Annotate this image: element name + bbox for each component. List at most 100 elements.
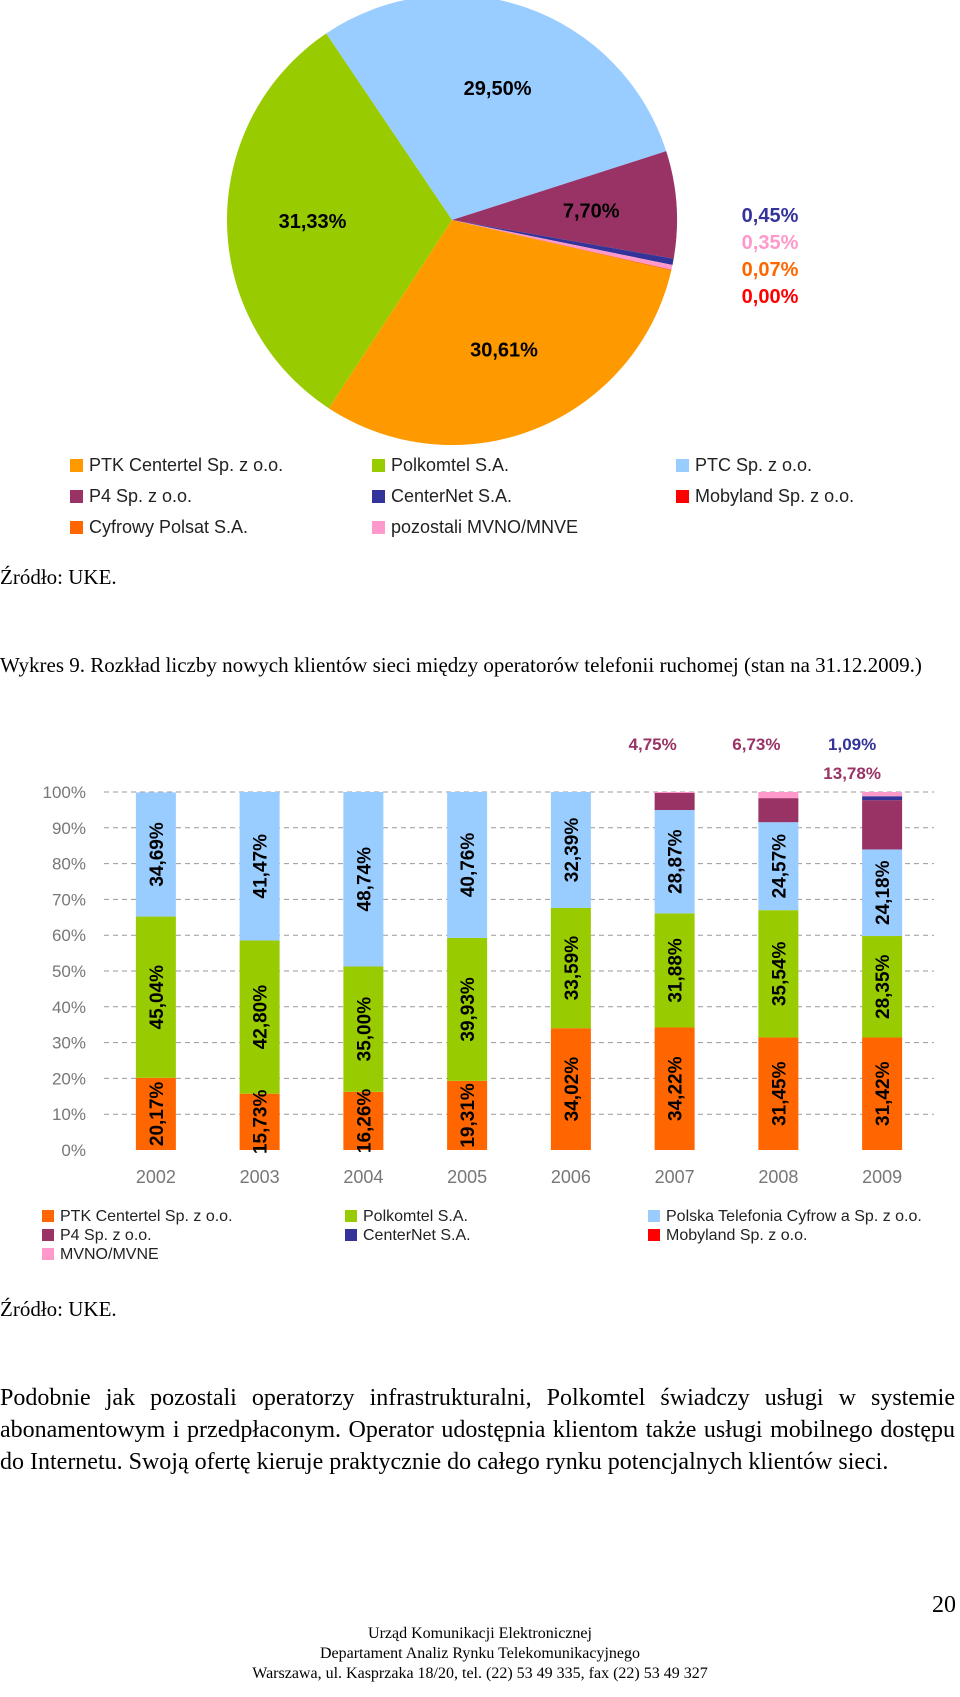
pie-slice-label: 30,61% <box>470 340 538 362</box>
y-tick-label: 70% <box>52 890 86 909</box>
bar-segment <box>550 907 591 1029</box>
legend-swatch <box>372 459 385 472</box>
bar-legend: PTK Centertel Sp. z o.o. Polkomtel S.A. … <box>0 1208 960 1268</box>
pie-legend-item: CenterNet S.A. <box>372 486 512 507</box>
pie-legend-item: pozostali MVNO/MNVE <box>372 517 578 538</box>
y-tick-label: 10% <box>52 1105 86 1124</box>
bar-value-label: 24,18% <box>873 860 894 925</box>
bar-segment <box>343 966 384 1092</box>
bar-value-label: 20,17% <box>147 1082 168 1147</box>
page-footer: Urząd Komunikacji Elektronicznej Departa… <box>0 1624 960 1684</box>
legend-swatch <box>648 1229 660 1241</box>
bar-value-label: 33,59% <box>562 936 583 1001</box>
bar-segment <box>447 792 488 938</box>
pie-slice <box>452 220 672 271</box>
footer-line: Warszawa, ul. Kasprzaka 18/20, tel. (22)… <box>252 1665 708 1682</box>
bar-value-label: 4,75% <box>629 735 677 754</box>
pie-slice-label: 0,45% <box>742 205 799 227</box>
bar-value-label: 19,31% <box>458 1083 479 1148</box>
legend-swatch <box>42 1248 54 1260</box>
legend-label: MVNO/MVNE <box>60 1246 159 1263</box>
y-tick-label: 60% <box>52 926 86 945</box>
legend-label: PTK Centertel Sp. z o.o. <box>60 1208 233 1225</box>
y-tick-label: 0% <box>61 1141 86 1160</box>
x-tick-label: 2006 <box>551 1167 591 1187</box>
legend-swatch <box>345 1210 357 1222</box>
bar-segment <box>239 940 280 1094</box>
y-tick-label: 100% <box>43 783 86 802</box>
legend-label: CenterNet S.A. <box>363 1227 471 1244</box>
bar-value-label: 39,93% <box>458 977 479 1042</box>
bar-segment <box>343 792 384 967</box>
pie-slice <box>452 151 678 259</box>
bar-value-label: 31,88% <box>666 938 687 1003</box>
bar-segment <box>447 937 488 1081</box>
bar-legend-item: MVNO/MVNE <box>42 1246 159 1264</box>
pie-slice <box>227 33 452 409</box>
bar-value-label: 28,87% <box>666 829 687 894</box>
pie-slice <box>328 220 672 445</box>
bar-value-label: 45,04% <box>147 965 168 1030</box>
bar-segment <box>135 1077 176 1150</box>
legend-swatch <box>372 521 385 534</box>
bar-legend-item: Mobyland Sp. z o.o. <box>648 1227 807 1245</box>
bar-segment <box>654 792 695 794</box>
legend-swatch <box>648 1210 660 1222</box>
bar-segment <box>862 800 903 850</box>
figure-caption: Wykres 9. Rozkład liczby nowych klientów… <box>0 653 922 677</box>
pie-legend: PTK Centertel Sp. z o.o. Polkomtel S.A. … <box>0 455 960 545</box>
y-tick-label: 90% <box>52 819 86 838</box>
legend-label: PTK Centertel Sp. z o.o. <box>89 455 284 475</box>
bar-segment <box>135 916 176 1078</box>
bar-segment <box>862 1037 903 1150</box>
bar-segment <box>654 810 695 914</box>
pie-slice-label: 0,07% <box>742 259 799 281</box>
bar-value-label: 13,78% <box>823 764 881 783</box>
bar-legend-item: Polkomtel S.A. <box>345 1208 468 1226</box>
x-tick-label: 2005 <box>447 1167 487 1187</box>
bar-value-label: 15,73% <box>251 1090 272 1155</box>
x-tick-label: 2003 <box>240 1167 280 1187</box>
bar-segment <box>654 793 695 811</box>
bar-segment <box>135 792 176 917</box>
bar-value-label: 32,39% <box>562 818 583 883</box>
legend-swatch <box>345 1229 357 1241</box>
x-tick-label: 2008 <box>758 1167 798 1187</box>
pie-chart: 29,50% 7,70% 30,61% 31,33% 0,45% 0,35% 0,07% 0,… <box>227 0 799 445</box>
x-tick-label: 2007 <box>655 1167 695 1187</box>
bar-value-label: 1,09% <box>828 735 876 754</box>
bar-legend-item: PTK Centertel Sp. z o.o. <box>42 1208 233 1226</box>
legend-label: Polska Telefonia Cyfrow a Sp. z o.o. <box>666 1208 922 1225</box>
pie-slice-label: 7,70% <box>563 200 620 222</box>
stacked-bar-chart: 0% 10% 20% 30% 40% 50% 60% 70% 80% 90% 100% 2002 20,… <box>43 735 934 1187</box>
bar-segment <box>758 910 799 1038</box>
bar-segment <box>654 1027 695 1150</box>
legend-swatch <box>70 521 83 534</box>
bar-segment <box>862 936 903 1038</box>
bar-value-label: 34,69% <box>147 822 168 887</box>
y-tick-label: 40% <box>52 998 86 1017</box>
bar-segment <box>862 796 903 801</box>
pie-legend-item: PTK Centertel Sp. z o.o. <box>70 455 283 476</box>
bar-segment <box>239 1093 280 1150</box>
bar-segment <box>758 822 799 911</box>
bar-legend-item: CenterNet S.A. <box>345 1227 471 1245</box>
pie-slice-label: 29,50% <box>464 78 532 100</box>
bar-value-label: 42,80% <box>251 985 272 1050</box>
pie-slice-label: 0,00% <box>742 286 799 308</box>
bar-value-label: 16,26% <box>354 1089 375 1154</box>
legend-label: Polkomtel S.A. <box>391 455 510 475</box>
bar-value-label: 48,74% <box>354 847 375 912</box>
bar-segment <box>239 792 280 941</box>
legend-swatch <box>42 1210 54 1222</box>
bar-legend-item: P4 Sp. z o.o. <box>42 1227 152 1245</box>
bar-segment <box>758 798 799 823</box>
source-note: Źródło: UKE. <box>0 1297 117 1321</box>
pie-legend-item: PTC Sp. z o.o. <box>676 455 812 476</box>
legend-label: PTC Sp. z o.o. <box>695 455 813 475</box>
legend-label: P4 Sp. z o.o. <box>60 1227 152 1244</box>
x-tick-label: 2004 <box>343 1167 383 1187</box>
bar-value-label: 34,02% <box>562 1057 583 1122</box>
bar-segment <box>758 1037 799 1150</box>
legend-label: Mobyland Sp. z o.o. <box>695 486 855 506</box>
